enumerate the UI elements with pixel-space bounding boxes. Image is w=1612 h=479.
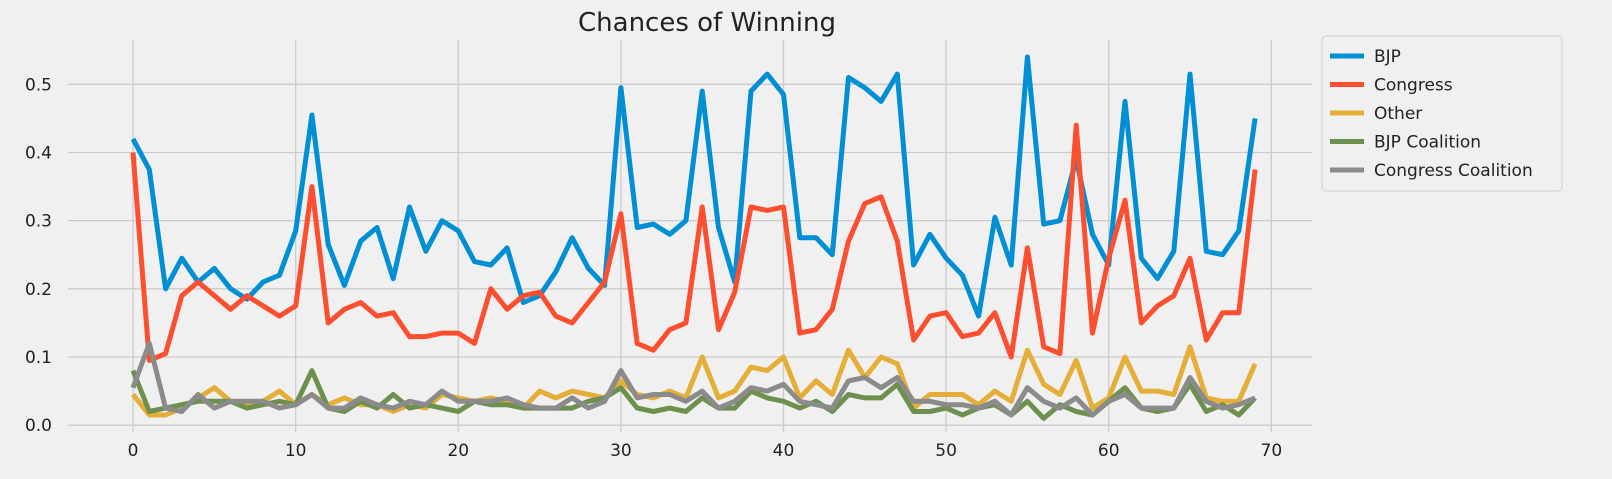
x-axis-ticks: 0 10 20 30 40 50 60 70 bbox=[128, 441, 1283, 461]
y-tick-label: 0.4 bbox=[25, 143, 52, 163]
y-tick-label: 0.5 bbox=[25, 75, 52, 95]
legend-box bbox=[1321, 35, 1563, 192]
series-line-bjp bbox=[130, 54, 1258, 319]
grid bbox=[68, 40, 1312, 432]
chart-title: Chances of Winning bbox=[578, 8, 836, 38]
x-tick-label: 60 bbox=[1098, 441, 1120, 461]
legend: BJP Congress Other BJP Coalition Congress Co… bbox=[1321, 35, 1563, 192]
y-tick-label: 0.3 bbox=[25, 212, 52, 232]
y-tick-label: 0.2 bbox=[25, 280, 52, 300]
x-tick-label: 10 bbox=[285, 441, 307, 461]
series-line-bjp-coalition bbox=[130, 368, 1257, 421]
x-tick-label: 0 bbox=[128, 441, 139, 461]
y-tick-label: 0.0 bbox=[25, 416, 52, 436]
x-tick-label: 70 bbox=[1261, 441, 1283, 461]
series-lines bbox=[130, 54, 1258, 421]
legend-label: Congress Coalition bbox=[1374, 161, 1533, 181]
y-tick-label: 0.1 bbox=[25, 348, 52, 368]
x-tick-label: 30 bbox=[610, 441, 632, 461]
series-line-congress-coalition bbox=[130, 340, 1257, 418]
legend-label: BJP Coalition bbox=[1374, 133, 1481, 153]
legend-label: Congress bbox=[1374, 76, 1453, 96]
y-axis-ticks: 0.0 0.1 0.2 0.3 0.4 0.5 bbox=[25, 75, 52, 436]
legend-label: BJP bbox=[1374, 47, 1401, 67]
series-line-congress bbox=[130, 122, 1258, 363]
x-tick-label: 50 bbox=[935, 441, 957, 461]
legend-label: Other bbox=[1374, 104, 1422, 124]
x-tick-label: 40 bbox=[773, 441, 795, 461]
x-tick-label: 20 bbox=[447, 441, 469, 461]
